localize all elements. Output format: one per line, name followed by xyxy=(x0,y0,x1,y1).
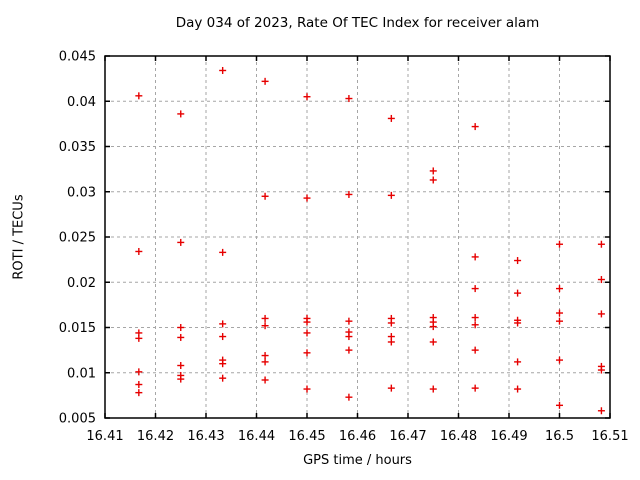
data-point xyxy=(303,93,311,101)
x-tick-label: 16.49 xyxy=(490,429,527,444)
data-point xyxy=(429,385,437,393)
data-point xyxy=(514,289,522,297)
data-point xyxy=(387,319,395,327)
data-point xyxy=(345,333,353,341)
x-tick-label: 16.43 xyxy=(187,429,224,444)
data-point xyxy=(303,194,311,202)
data-point xyxy=(514,385,522,393)
y-tick-label: 0.02 xyxy=(67,276,96,291)
x-tick-label: 16.47 xyxy=(389,429,426,444)
data-point xyxy=(135,334,143,342)
data-point xyxy=(429,323,437,331)
y-tick-label: 0.03 xyxy=(67,185,96,200)
data-point xyxy=(177,110,185,118)
data-point xyxy=(387,114,395,122)
y-tick-label: 0.035 xyxy=(59,140,96,155)
x-tick-label: 16.5 xyxy=(545,429,574,444)
chart-title: Day 034 of 2023, Rate Of TEC Index for r… xyxy=(175,15,540,31)
x-tick-label: 16.44 xyxy=(238,429,275,444)
data-point xyxy=(177,324,185,331)
x-tick-label: 16.41 xyxy=(86,429,123,444)
data-point xyxy=(135,92,143,100)
x-tick-label: 16.46 xyxy=(339,429,376,444)
data-point xyxy=(177,375,185,383)
data-point xyxy=(261,322,269,330)
data-point xyxy=(387,384,395,392)
plot-border xyxy=(104,55,611,419)
data-point xyxy=(345,317,353,325)
data-point xyxy=(135,389,143,397)
data-point xyxy=(219,320,227,328)
data-point xyxy=(261,77,269,85)
data-point xyxy=(261,314,269,322)
y-tick-label: 0.04 xyxy=(67,95,96,110)
y-tick-label: 0.045 xyxy=(59,50,96,65)
data-point xyxy=(261,192,269,200)
data-point xyxy=(597,240,605,248)
data-point xyxy=(471,346,479,354)
data-point xyxy=(514,319,522,327)
data-point xyxy=(261,376,269,384)
data-point xyxy=(429,176,437,184)
data-point xyxy=(345,190,353,198)
data-point xyxy=(556,356,563,364)
y-tick-label: 0.01 xyxy=(67,366,96,381)
y-tick-label: 0.005 xyxy=(59,412,96,427)
data-point xyxy=(556,285,563,293)
data-point xyxy=(429,167,437,175)
data-point xyxy=(219,248,227,256)
data-point xyxy=(597,366,605,374)
x-tick-label: 16.45 xyxy=(288,429,325,444)
data-point xyxy=(345,393,353,401)
data-point xyxy=(345,95,353,103)
x-tick-label: 16.42 xyxy=(137,429,174,444)
data-point xyxy=(556,309,563,317)
data-point xyxy=(135,368,143,376)
data-point xyxy=(597,310,605,318)
data-point xyxy=(219,374,227,382)
data-point xyxy=(471,384,479,392)
data-point xyxy=(556,240,563,248)
data-point xyxy=(471,123,479,131)
data-point xyxy=(135,247,143,255)
data-point xyxy=(471,321,479,329)
data-point xyxy=(556,317,563,325)
y-tick-label: 0.025 xyxy=(59,231,96,246)
x-tick-label: 16.48 xyxy=(440,429,477,444)
data-point xyxy=(219,66,227,74)
data-point xyxy=(387,338,395,346)
x-tick-label: 16.51 xyxy=(591,429,628,444)
data-point xyxy=(387,191,395,199)
data-point xyxy=(261,352,269,360)
data-point xyxy=(471,253,479,261)
data-point xyxy=(514,257,522,265)
data-point xyxy=(177,362,185,370)
data-point xyxy=(597,276,605,284)
data-point xyxy=(177,333,185,341)
data-point xyxy=(303,318,311,326)
data-point xyxy=(303,329,311,337)
data-point xyxy=(471,314,479,322)
y-tick-label: 0.015 xyxy=(59,321,96,336)
data-point xyxy=(303,385,311,393)
data-point xyxy=(219,333,227,341)
data-point xyxy=(261,358,269,366)
data-point xyxy=(345,346,353,354)
data-point xyxy=(556,401,563,409)
data-point xyxy=(219,360,227,368)
data-point xyxy=(514,358,522,366)
x-axis-label: GPS time / hours xyxy=(303,453,412,468)
data-point xyxy=(303,349,311,357)
data-point xyxy=(177,238,185,246)
data-point xyxy=(471,285,479,293)
data-point xyxy=(429,338,437,346)
data-point xyxy=(597,407,605,415)
data-point xyxy=(135,381,143,389)
